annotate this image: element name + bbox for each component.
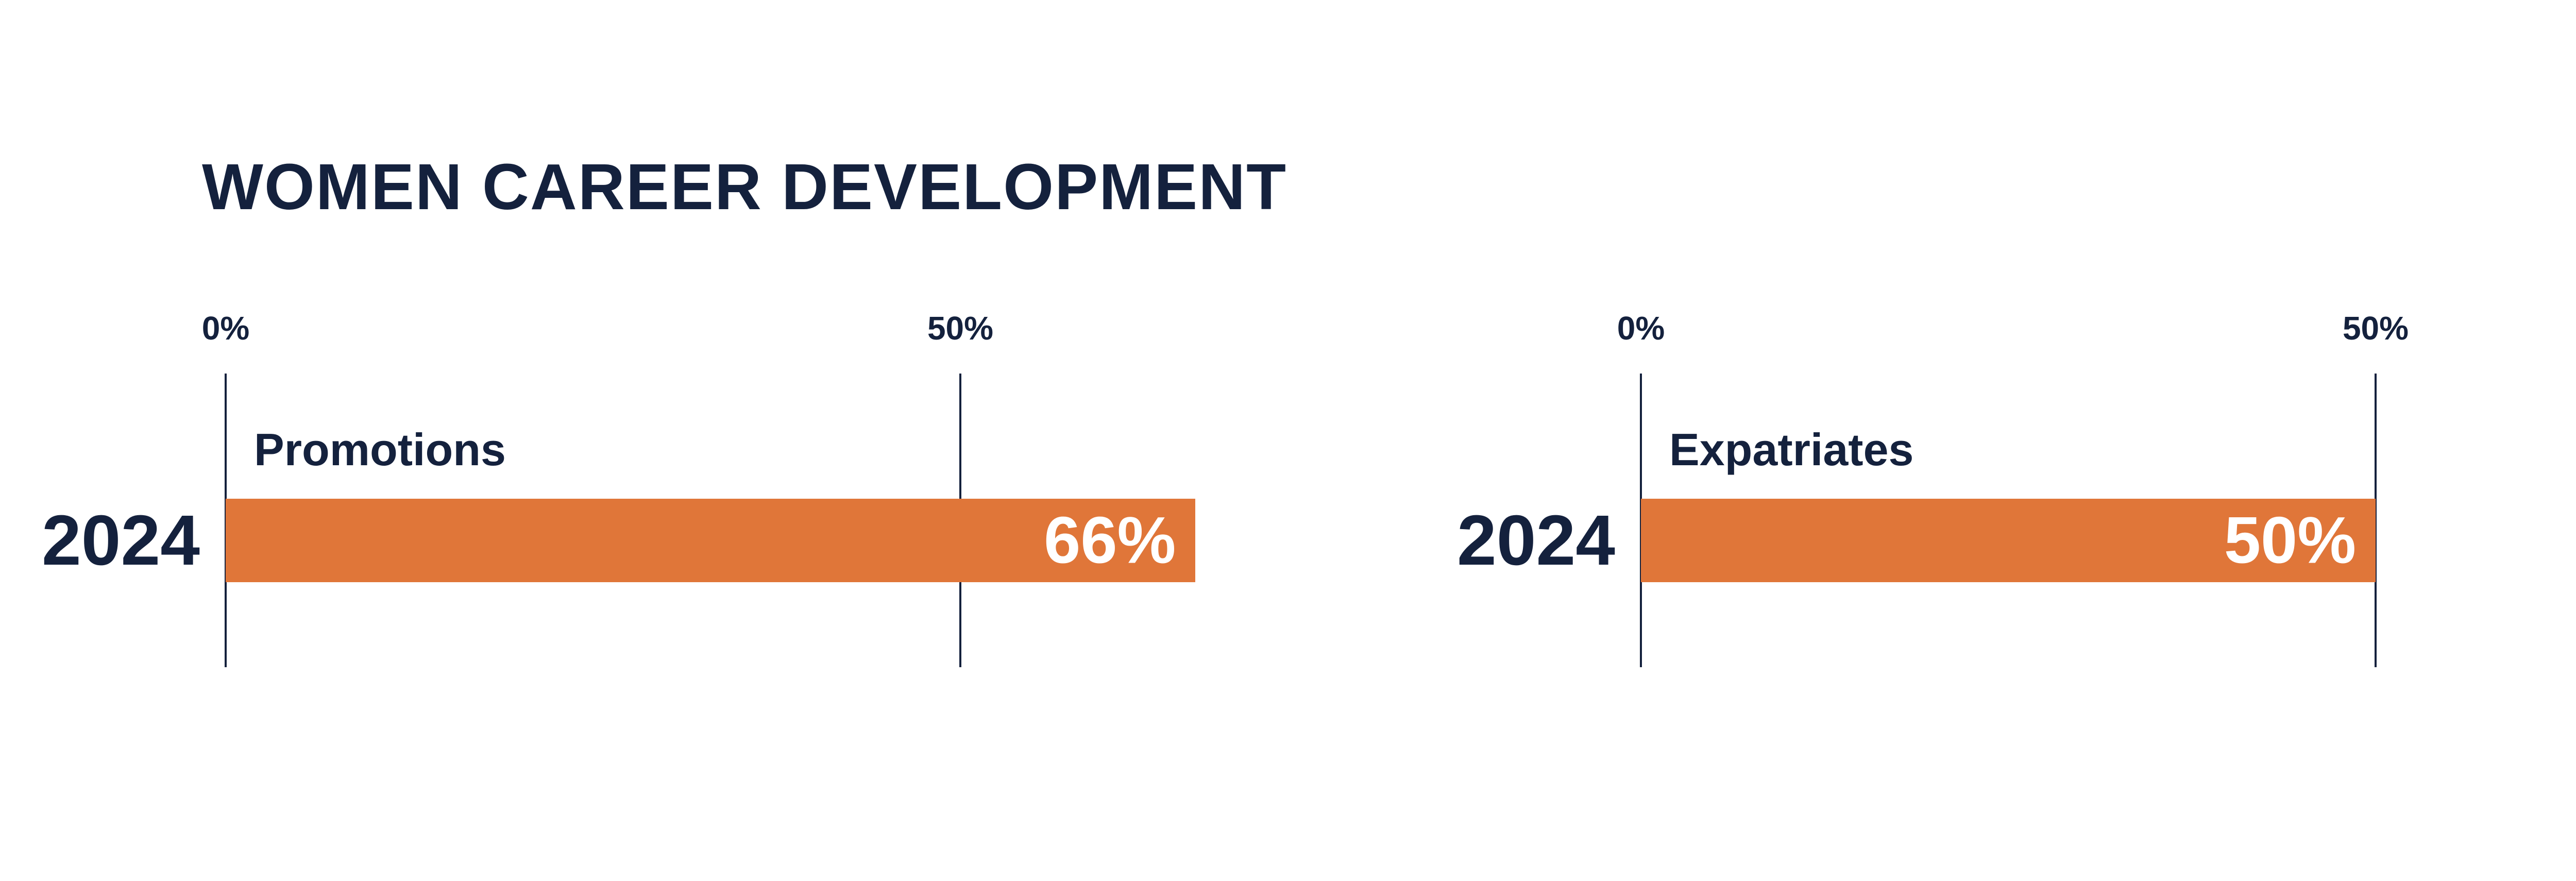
category-label: 2024 (42, 501, 200, 580)
promotions-chart: 0% 50% Promotions 2024 66% (0, 0, 1236, 881)
tick-label-50: 50% (927, 310, 994, 347)
series-label: Promotions (254, 424, 506, 475)
bar-value-label: 50% (2224, 503, 2356, 578)
tick-label-0: 0% (1617, 310, 1665, 347)
series-label: Expatriates (1669, 424, 1914, 475)
category-label: 2024 (1457, 501, 1615, 580)
chart-title: WOMEN CAREER DEVELOPMENT (202, 150, 1287, 223)
tick-label-0: 0% (201, 310, 250, 347)
bar-value-label: 66% (1044, 503, 1176, 578)
tick-label-50: 50% (2342, 310, 2409, 347)
gridline-50 (2375, 374, 2377, 667)
bar-expatriates-2024: 50% (1641, 499, 2376, 582)
bar-promotions-2024: 66% (226, 499, 1196, 582)
expatriates-chart: 0% 50% Expatriates 2024 50% (1415, 0, 2576, 881)
